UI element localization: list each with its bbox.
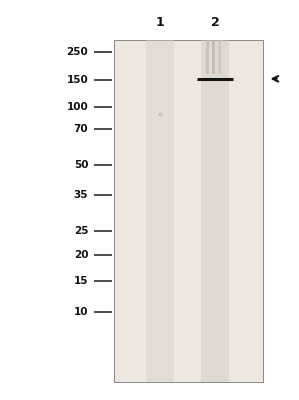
Bar: [114, 40, 263, 382]
Bar: [212, 40, 215, 74]
Bar: [146, 40, 174, 382]
Text: 70: 70: [74, 124, 88, 134]
Text: 15: 15: [74, 276, 88, 286]
Bar: [201, 40, 230, 382]
Text: 20: 20: [74, 250, 88, 260]
Text: 150: 150: [66, 75, 88, 85]
Text: 250: 250: [66, 47, 88, 57]
Bar: [206, 40, 209, 74]
Text: 1: 1: [155, 16, 164, 28]
Text: 50: 50: [74, 160, 88, 170]
Bar: [218, 40, 221, 74]
Text: 100: 100: [66, 102, 88, 112]
Text: 25: 25: [74, 226, 88, 236]
Text: 10: 10: [74, 307, 88, 317]
Text: 35: 35: [74, 190, 88, 200]
Text: 2: 2: [211, 16, 220, 28]
